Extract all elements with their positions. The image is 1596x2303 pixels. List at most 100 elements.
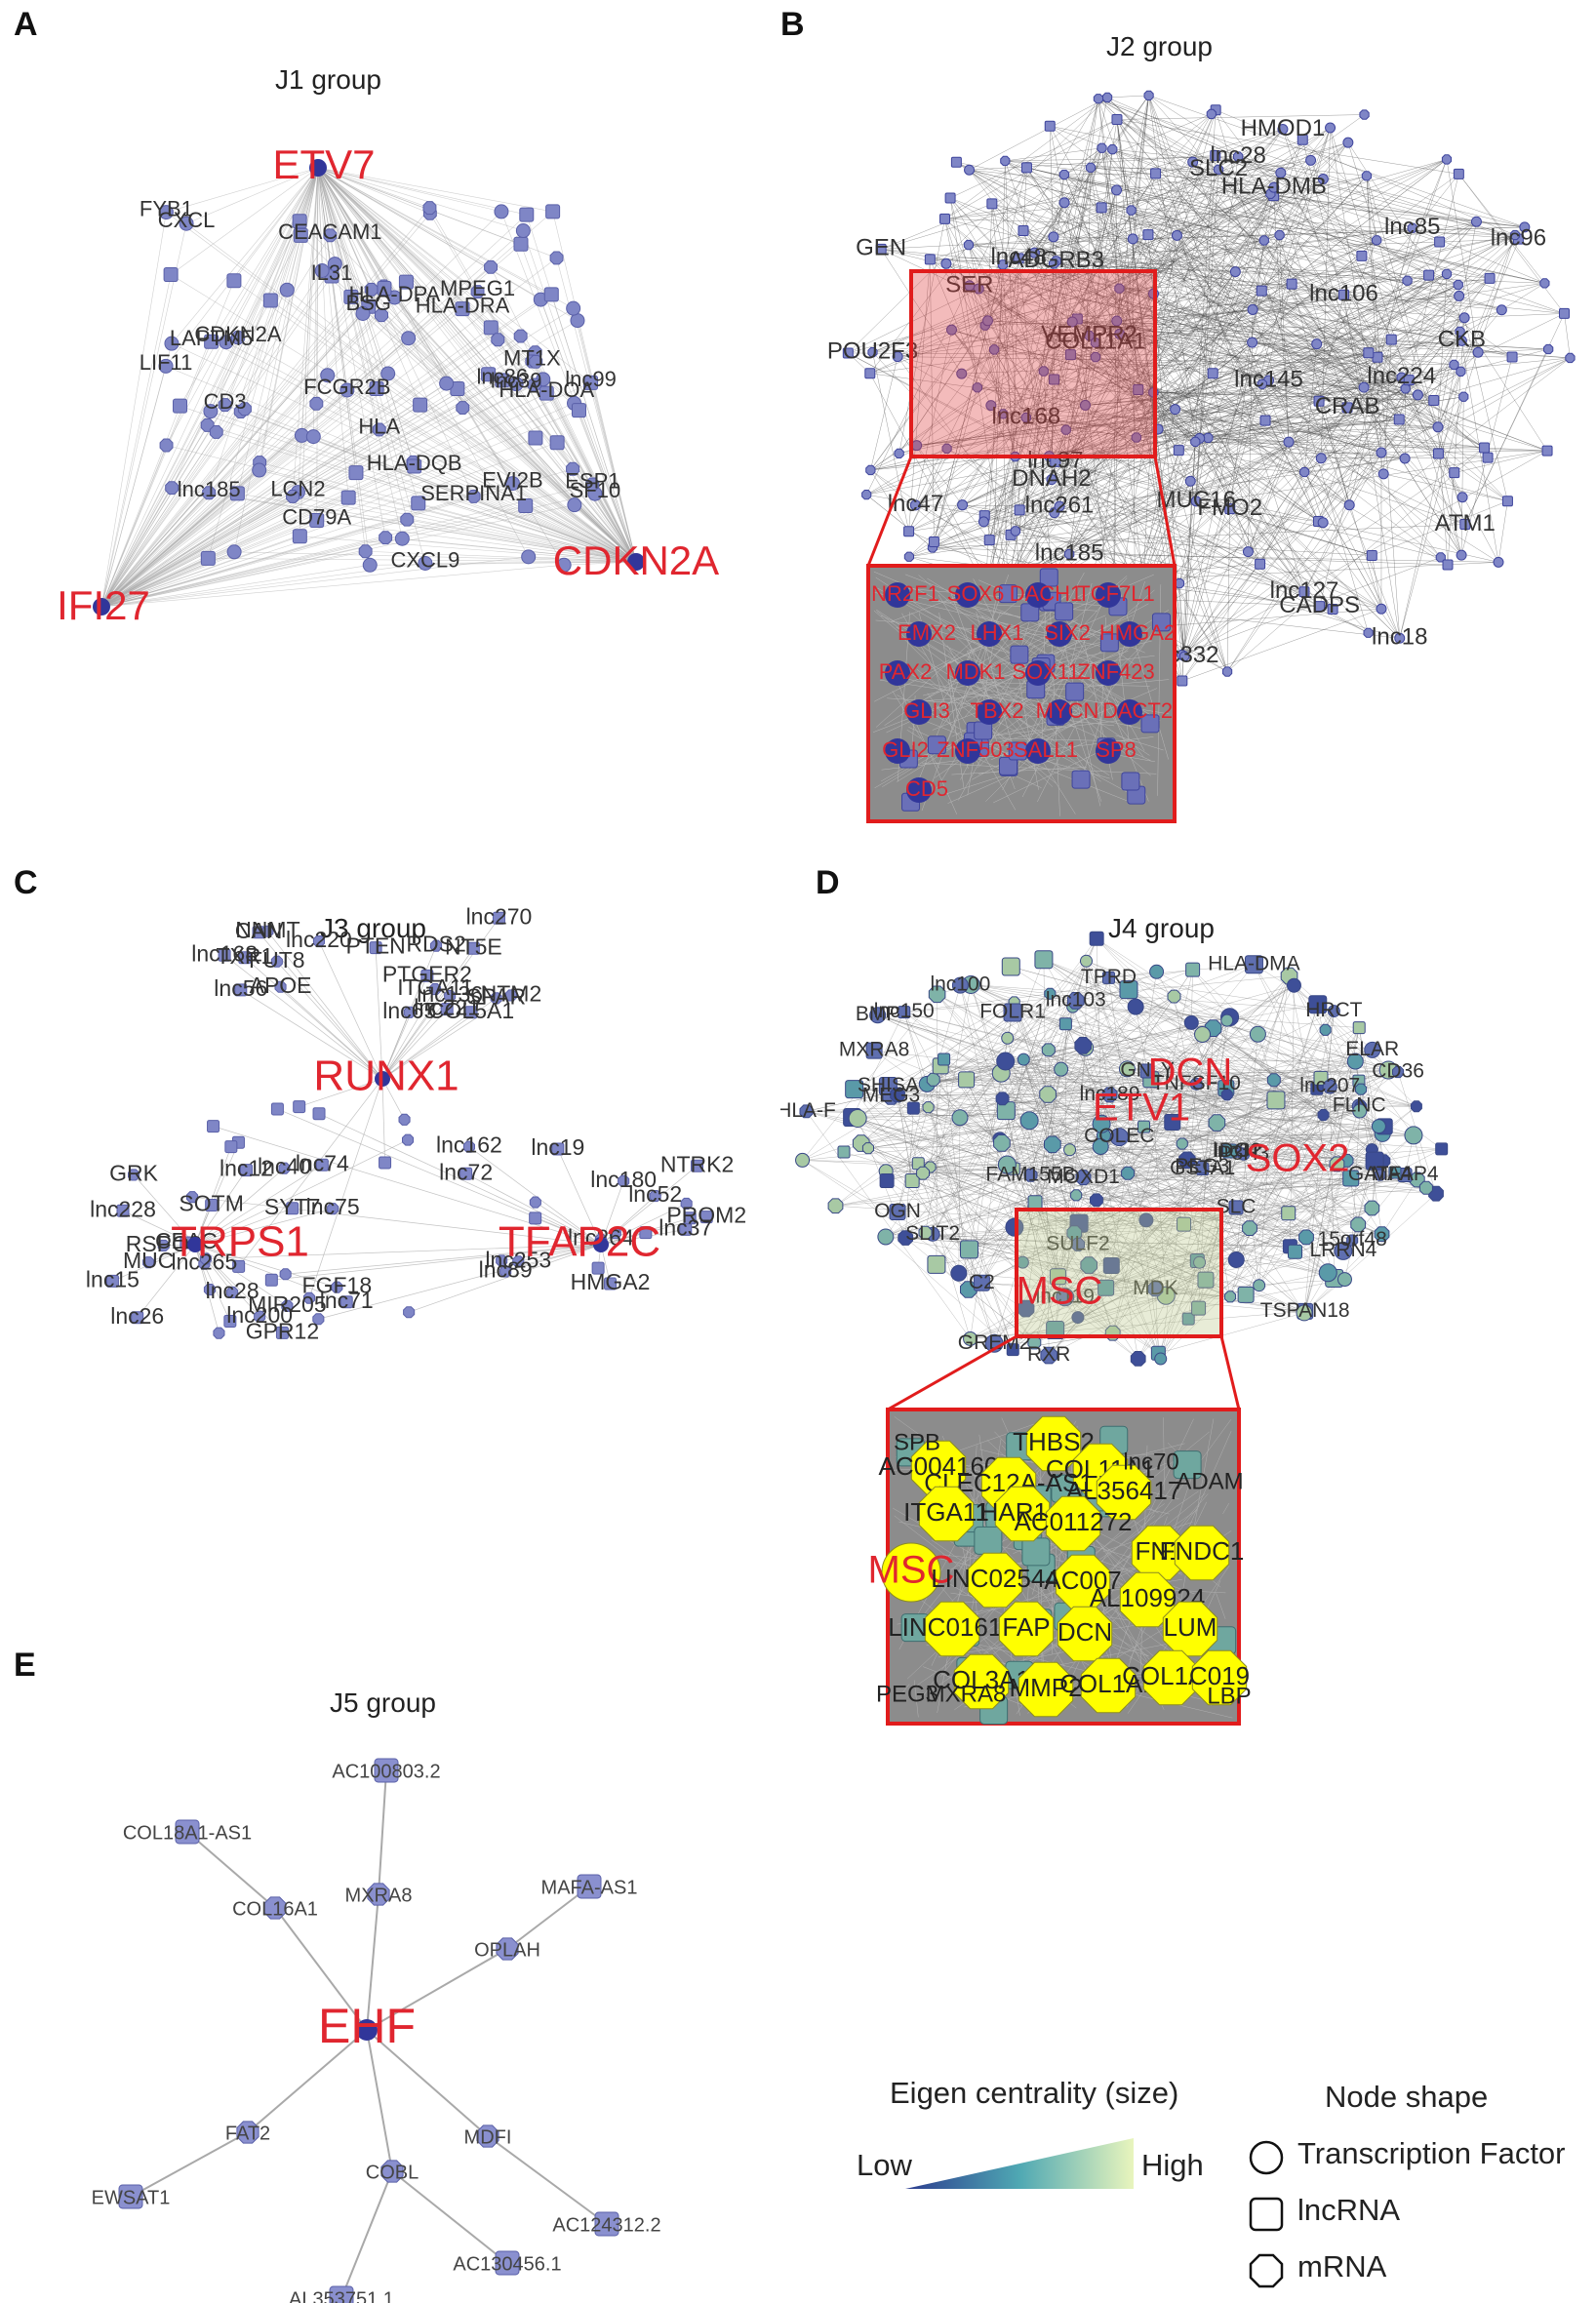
edge <box>1051 236 1055 480</box>
node-label: lnc200 <box>226 1302 293 1328</box>
node-ewsat1 <box>118 2184 143 2209</box>
node <box>1374 1226 1390 1243</box>
edge <box>317 167 370 307</box>
edge <box>1119 288 1462 341</box>
edge <box>100 289 372 608</box>
edge <box>100 389 348 608</box>
edge <box>1101 147 1305 473</box>
edge <box>381 1009 448 1080</box>
edge <box>984 234 1280 326</box>
edge <box>930 258 1055 264</box>
edge <box>1112 1219 1147 1333</box>
edge <box>1447 317 1465 566</box>
edge <box>885 984 1295 1238</box>
zoom-label: AC004160 <box>879 1451 999 1481</box>
node <box>165 481 180 496</box>
zoom-label: DACH1 <box>1010 581 1083 606</box>
edge <box>1069 553 1499 563</box>
edge <box>216 431 637 563</box>
edge <box>317 167 492 329</box>
node <box>1046 474 1057 486</box>
node-label: HLA-DQB <box>367 451 462 475</box>
node <box>492 911 505 925</box>
edge <box>1192 161 1365 388</box>
edge <box>1217 169 1479 353</box>
node <box>1208 1114 1226 1132</box>
edge <box>100 223 187 608</box>
node <box>1064 548 1075 560</box>
edge <box>213 1126 602 1246</box>
zoom-connector <box>887 1334 1017 1411</box>
edge <box>100 297 352 608</box>
edge <box>1438 453 1462 556</box>
edge <box>970 984 1065 1297</box>
edge <box>1157 428 1197 501</box>
node <box>963 239 974 251</box>
edge <box>270 299 637 563</box>
edge <box>1304 453 1439 473</box>
edge <box>1142 562 1499 580</box>
edge <box>993 349 1057 462</box>
edge <box>1134 193 1271 579</box>
node <box>1028 247 1040 258</box>
node <box>203 1284 216 1296</box>
edge <box>969 169 1264 241</box>
edge <box>526 214 637 563</box>
node <box>543 287 559 302</box>
edge <box>100 504 575 608</box>
edge <box>1216 1593 1226 1619</box>
tf-node <box>906 621 932 647</box>
node <box>1177 675 1188 687</box>
edge <box>100 388 459 608</box>
edge <box>1249 1227 1382 1235</box>
node <box>116 1204 130 1217</box>
edge <box>925 984 972 1233</box>
edge <box>1075 975 1290 1196</box>
edge <box>915 461 1056 506</box>
edge <box>1236 1187 1426 1209</box>
edge <box>1116 119 1459 175</box>
edge <box>1077 1295 1167 1318</box>
node-label: lnc65 <box>382 998 436 1023</box>
node-label: lnc18 <box>1372 624 1427 651</box>
edge <box>225 341 637 563</box>
node <box>529 354 543 369</box>
panel-letter-a: A <box>14 6 38 43</box>
edge <box>498 339 637 563</box>
node <box>1173 1450 1202 1480</box>
node <box>1060 424 1071 435</box>
edge <box>970 1311 1305 1339</box>
edge <box>870 469 909 532</box>
edge <box>916 193 1271 446</box>
edge <box>1119 334 1253 343</box>
edge <box>1014 1002 1113 1333</box>
edge <box>903 1012 1014 1350</box>
edge <box>194 1170 247 1246</box>
edge <box>1043 371 1191 482</box>
node <box>1366 549 1377 561</box>
edge <box>317 167 323 271</box>
edge <box>898 193 1271 357</box>
node-label: MFAP4 <box>1372 1163 1439 1185</box>
node-label: NNMT <box>235 917 299 942</box>
node <box>186 1191 199 1204</box>
node <box>1193 1255 1207 1269</box>
edge <box>906 730 921 739</box>
edge <box>1025 417 1305 473</box>
zoom-label: GLI2 <box>882 737 929 762</box>
tf-node <box>885 582 910 608</box>
edge <box>1303 1193 1437 1314</box>
node <box>400 512 415 527</box>
hub-label-dcn: DCN <box>1148 1052 1233 1094</box>
node <box>1049 1268 1066 1286</box>
node-label: FAM155B <box>985 1163 1075 1185</box>
node <box>972 382 982 393</box>
edge <box>1115 735 1164 751</box>
node <box>1003 1003 1022 1022</box>
edge <box>921 1654 953 1699</box>
edge <box>806 1016 1230 1112</box>
edge <box>1049 354 1071 457</box>
node <box>1298 1229 1314 1246</box>
node <box>566 300 581 316</box>
edge <box>1178 437 1209 584</box>
